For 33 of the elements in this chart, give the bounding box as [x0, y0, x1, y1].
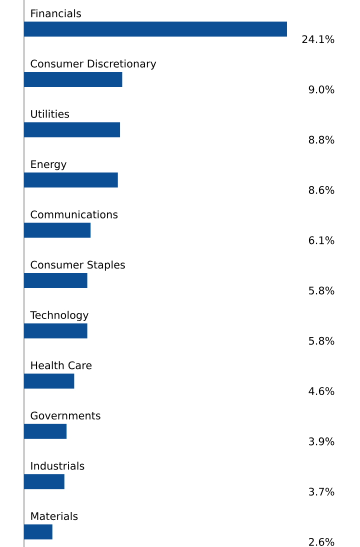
data-label: 4.6% [308, 387, 334, 396]
data-label: 2.6% [308, 538, 334, 546]
bar [24, 474, 64, 490]
data-label: 8.6% [308, 186, 334, 194]
bar [24, 122, 120, 138]
data-label: 5.8% [309, 286, 334, 294]
y-tick-label: Health Care [31, 361, 92, 370]
y-tick-label: Utilities [31, 110, 70, 118]
bar [24, 222, 91, 238]
data-label: 24.1% [302, 35, 334, 44]
y-tick-label: Communications [30, 210, 118, 218]
y-tick-label: Governments [30, 412, 100, 420]
y-tick-label: Technology [30, 310, 89, 321]
y-tick-label: Consumer Discretionary [30, 60, 156, 70]
y-tick-label: Financials [31, 9, 81, 18]
bar [24, 524, 52, 540]
data-label: 5.8% [309, 336, 334, 345]
data-label: 3.9% [309, 437, 334, 446]
y-tick-label: Materials [31, 512, 78, 520]
data-label: 8.8% [308, 136, 334, 144]
bar [24, 72, 122, 87]
bar [24, 172, 118, 188]
y-tick-label: Energy [31, 160, 67, 170]
bar [24, 273, 88, 288]
bar [24, 22, 287, 37]
data-label: 9.0% [308, 85, 334, 94]
data-label: 6.1% [308, 236, 334, 244]
y-tick-label: Consumer Staples [30, 260, 125, 271]
y-tick-label: Industrials [31, 462, 84, 470]
data-label: 3.7% [309, 488, 334, 496]
bar [24, 323, 88, 338]
bar [24, 424, 67, 439]
bar [24, 374, 74, 389]
